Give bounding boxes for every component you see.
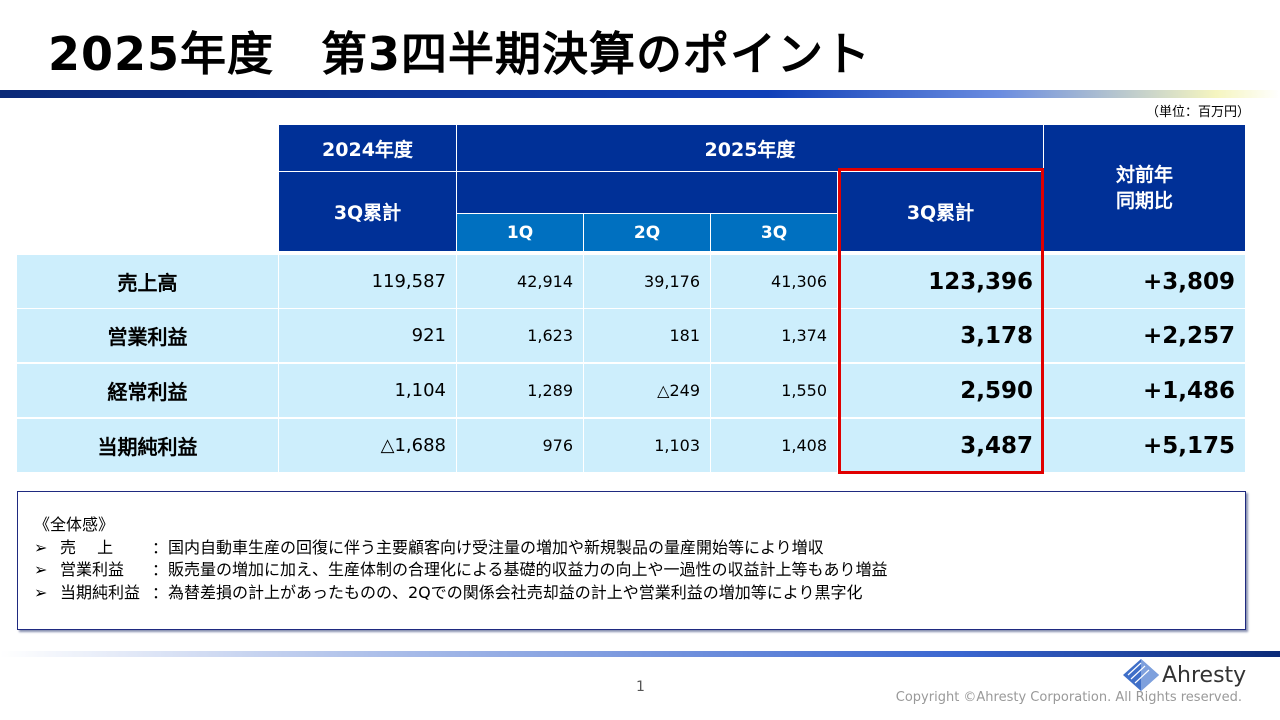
value-1q: 1,289 <box>457 364 583 417</box>
value-2024-cum: △1,688 <box>279 419 456 472</box>
value-2025-cum: 3,178 <box>838 309 1043 362</box>
page-title: 2025年度 第3四半期決算のポイント <box>48 27 872 81</box>
title-divider <box>0 90 1280 98</box>
value-1q: 1,623 <box>457 309 583 362</box>
summary-heading: 《全体感》 <box>34 515 115 534</box>
summary-text: ：販売量の増加に加え、生産体制の合理化による基礎的収益力の向上や一過性の収益計上… <box>152 560 888 579</box>
header-cum-2025: 3Q累計 <box>838 172 1043 251</box>
header-fy2025: 2025年度 <box>457 125 1043 171</box>
unit-label: （単位：百万円） <box>1145 105 1250 120</box>
copyright: Copyright ©Ahresty Corporation. All Righ… <box>895 690 1242 705</box>
header-cum-2024: 3Q累計 <box>279 172 456 251</box>
summary-text: ：国内自動車生産の回復に伴う主要顧客向け受注量の増加や新規製品の量産開始等により… <box>152 537 824 557</box>
row-label: 営業利益 <box>17 309 278 362</box>
header-fy2024: 2024年度 <box>279 125 456 171</box>
bullet-arrow-icon: ➢ <box>34 582 48 602</box>
value-2q: 1,103 <box>584 419 710 472</box>
header-3q: 3Q <box>711 214 837 251</box>
value-2024-cum: 1,104 <box>279 364 456 417</box>
row-label: 経常利益 <box>17 364 278 417</box>
value-yoy: +5,175 <box>1044 419 1245 472</box>
value-2024-cum: 921 <box>279 309 456 362</box>
value-2q: 181 <box>584 309 710 362</box>
ahresty-logo-icon <box>1123 659 1159 691</box>
value-yoy: +2,257 <box>1044 309 1245 362</box>
value-2q: △249 <box>584 364 710 417</box>
header-yoy: 対前年 同期比 <box>1044 125 1245 251</box>
value-2025-cum: 123,396 <box>838 255 1043 308</box>
value-3q: 1,408 <box>711 419 837 472</box>
summary-key: 当期純利益 <box>60 582 141 602</box>
summary-item: ➢ 当期純利益 ：為替差損の計上があったものの、2Qでの関係会社売却益の計上や営業利… <box>34 582 1245 605</box>
value-2025-cum: 3,487 <box>838 419 1043 472</box>
summary-text: ：為替差損の計上があったものの、2Qでの関係会社売却益の計上や営業利益の増加等に… <box>152 582 863 602</box>
value-1q: 42,914 <box>457 255 583 308</box>
value-yoy: +1,486 <box>1044 364 1245 417</box>
summary-item: ➢ 売 上 ：国内自動車生産の回復に伴う主要顧客向け受注量の増加や新規製品の量産開始… <box>34 537 1245 560</box>
value-3q: 1,550 <box>711 364 837 417</box>
bullet-arrow-icon: ➢ <box>34 537 48 557</box>
page-number: 1 <box>636 679 645 695</box>
header-1q: 1Q <box>457 214 583 251</box>
value-2q: 39,176 <box>584 255 710 308</box>
company-logo: Ahresty <box>1122 658 1246 692</box>
value-2024-cum: 119,587 <box>279 255 456 308</box>
header-quarters-band <box>457 172 837 213</box>
bullet-arrow-icon: ➢ <box>34 560 48 579</box>
row-label: 売上高 <box>17 255 278 308</box>
value-yoy: +3,809 <box>1044 255 1245 308</box>
summary-item: ➢ 営業利益 ：販売量の増加に加え、生産体制の合理化による基礎的収益力の向上や一過性… <box>34 559 1245 582</box>
value-3q: 41,306 <box>711 255 837 308</box>
value-1q: 976 <box>457 419 583 472</box>
summary-key: 売 上 <box>60 537 114 557</box>
logo-text: Ahresty <box>1162 662 1247 688</box>
value-3q: 1,374 <box>711 309 837 362</box>
summary-key: 営業利益 <box>60 560 125 579</box>
footer-divider <box>0 651 1280 657</box>
summary-box: 《全体感》 ➢ 売 上 ：国内自動車生産の回復に伴う主要顧客向け受注量の増加や新規製… <box>17 491 1246 630</box>
value-2025-cum: 2,590 <box>838 364 1043 417</box>
header-2q: 2Q <box>584 214 710 251</box>
row-label: 当期純利益 <box>17 419 278 472</box>
